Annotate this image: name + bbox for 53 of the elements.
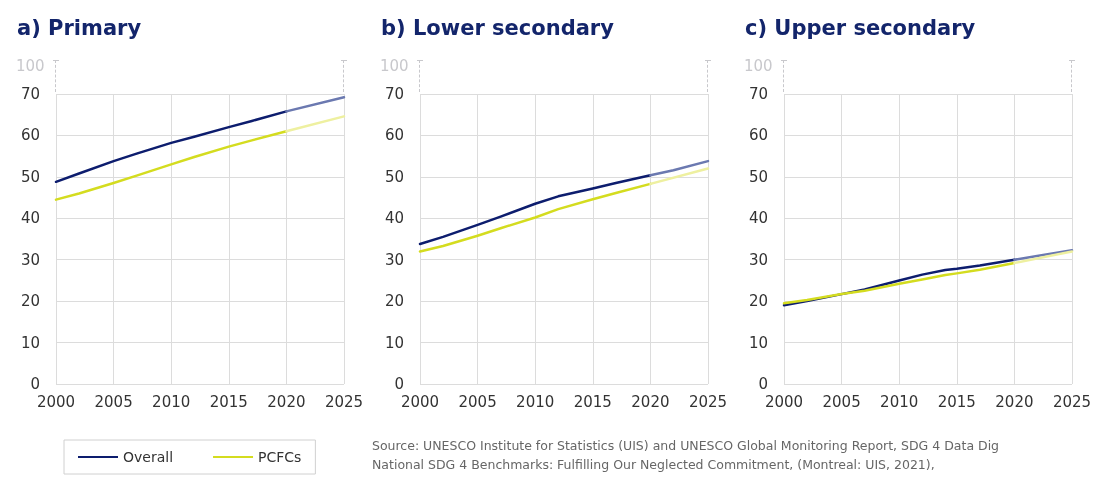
y-tick-label: 10 xyxy=(748,333,768,352)
chart-title: c) Upper secondary xyxy=(745,15,976,40)
x-tick-label: 2000 xyxy=(764,392,804,411)
x-tick-label: 2010 xyxy=(516,392,555,411)
x-tick-label: 2025 xyxy=(1052,392,1092,411)
x-tick-label: 2005 xyxy=(822,392,861,411)
source-note: Source: UNESCO Institute for Statistics (UIS) and UNESCO Global Monitoring Report, SDG 4 Data Dig xyxy=(372,437,1001,455)
legend-label: Overall xyxy=(123,449,174,465)
y-tick-label: 60 xyxy=(748,126,768,145)
x-tick-label: 2025 xyxy=(688,392,728,411)
y-tick-label: 20 xyxy=(20,292,40,311)
y-tick-label: 40 xyxy=(20,209,40,228)
line-series xyxy=(54,110,288,184)
text: National SDG 4 Benchmarks: Fulfilling Our Neglected Commitment, (Montreal: UIS, 2021), xyxy=(372,456,936,474)
chart-title: b) Lower secondary xyxy=(381,15,615,40)
x-tick-label: 2020 xyxy=(631,392,670,411)
y-tick-label: 50 xyxy=(384,167,404,186)
x-tick-label: 2025 xyxy=(324,392,364,411)
y-tick-label: 40 xyxy=(748,209,768,228)
y-tick-label: 40 xyxy=(384,209,404,228)
y-tick-label: 60 xyxy=(20,126,40,145)
chart-title: a) Primary xyxy=(17,15,142,40)
y-tick-label: 10 xyxy=(20,333,40,352)
y-tick-label: 70 xyxy=(748,85,768,103)
y-tick-label: 30 xyxy=(20,250,40,269)
y-tick-label: 0 xyxy=(758,375,768,393)
x-tick-label: 2015 xyxy=(209,392,248,411)
x-tick-label: 2020 xyxy=(267,392,306,411)
y-tick-label: 10 xyxy=(384,333,404,352)
x-tick-label: 2010 xyxy=(152,392,191,411)
x-tick-label: 2020 xyxy=(995,392,1034,411)
line-series xyxy=(54,130,288,201)
line-series xyxy=(418,173,652,246)
y-tick-label: 70 xyxy=(20,85,40,103)
x-tick-label: 2000 xyxy=(400,392,440,411)
y-tick-label: 50 xyxy=(20,167,40,186)
x-tick-label: 2010 xyxy=(880,392,919,411)
x-tick-label: 2005 xyxy=(458,392,497,411)
y-tick-label: 50 xyxy=(748,167,768,186)
x-tick-label: 2005 xyxy=(94,392,133,411)
y-tick-label: 30 xyxy=(748,250,768,269)
line-series xyxy=(418,182,652,253)
x-tick-label: 2015 xyxy=(573,392,612,411)
y-tick-label: 20 xyxy=(748,292,768,311)
y-tick-label: 60 xyxy=(384,126,404,145)
y-tick-label: 20 xyxy=(384,292,404,311)
y-tick-label: 0 xyxy=(30,375,40,393)
y-tick-label: 0 xyxy=(394,375,404,393)
y-tick-label: 30 xyxy=(384,250,404,269)
x-tick-label: 2015 xyxy=(937,392,976,411)
y-tick-label: 70 xyxy=(384,85,404,103)
x-tick-label: 2000 xyxy=(36,392,76,411)
legend-label: PCFCs xyxy=(258,449,302,465)
